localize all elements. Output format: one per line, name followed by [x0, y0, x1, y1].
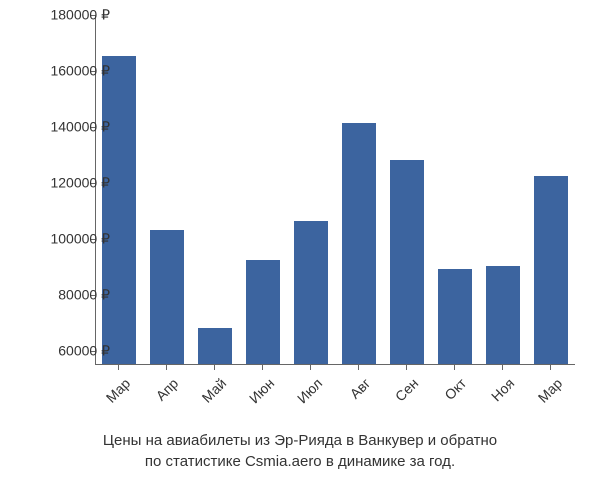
- x-axis-label: Окт: [441, 375, 469, 403]
- bar: [486, 266, 520, 364]
- bar: [198, 328, 232, 364]
- x-tick-mark: [502, 365, 503, 370]
- y-axis-label: 120000 ₽: [30, 175, 110, 192]
- bar: [390, 160, 424, 364]
- x-axis-label: Ноя: [488, 375, 517, 404]
- x-axis-label: Мар: [103, 375, 134, 406]
- y-axis-label: 100000 ₽: [30, 231, 110, 248]
- x-axis-label: Мар: [535, 375, 566, 406]
- y-axis-label: 160000 ₽: [30, 63, 110, 80]
- caption-line1: Цены на авиабилеты из Эр-Рияда в Ванкуве…: [103, 432, 497, 449]
- x-tick-mark: [262, 365, 263, 370]
- bar: [342, 123, 376, 364]
- caption-line2: по статистике Csmia.aero в динамике за г…: [145, 453, 455, 470]
- x-tick-mark: [310, 365, 311, 370]
- x-tick-mark: [358, 365, 359, 370]
- x-tick-mark: [214, 365, 215, 370]
- x-axis-label: Авг: [347, 375, 374, 402]
- y-axis-label: 60000 ₽: [30, 343, 110, 360]
- x-tick-mark: [454, 365, 455, 370]
- x-tick-mark: [118, 365, 119, 370]
- y-axis-label: 80000 ₽: [30, 287, 110, 304]
- chart-caption: Цены на авиабилеты из Эр-Рияда в Ванкуве…: [0, 430, 600, 472]
- x-axis-label: Май: [199, 375, 230, 406]
- x-tick-mark: [406, 365, 407, 370]
- x-axis-label: Апр: [153, 375, 182, 404]
- y-axis-label: 180000 ₽: [30, 7, 110, 24]
- x-axis-label: Июл: [294, 375, 325, 406]
- x-tick-mark: [550, 365, 551, 370]
- bar: [294, 221, 328, 364]
- chart-container: МарАпрМайИюнИюлАвгСенОктНояМар: [95, 15, 575, 365]
- bar: [102, 56, 136, 364]
- bar: [246, 260, 280, 364]
- bar: [150, 230, 184, 364]
- plot-area: [95, 15, 575, 365]
- x-axis-label: Сен: [392, 375, 421, 404]
- x-axis-label: Июн: [246, 375, 277, 406]
- x-tick-mark: [166, 365, 167, 370]
- bar: [534, 176, 568, 364]
- bar: [438, 269, 472, 364]
- y-axis-label: 140000 ₽: [30, 119, 110, 136]
